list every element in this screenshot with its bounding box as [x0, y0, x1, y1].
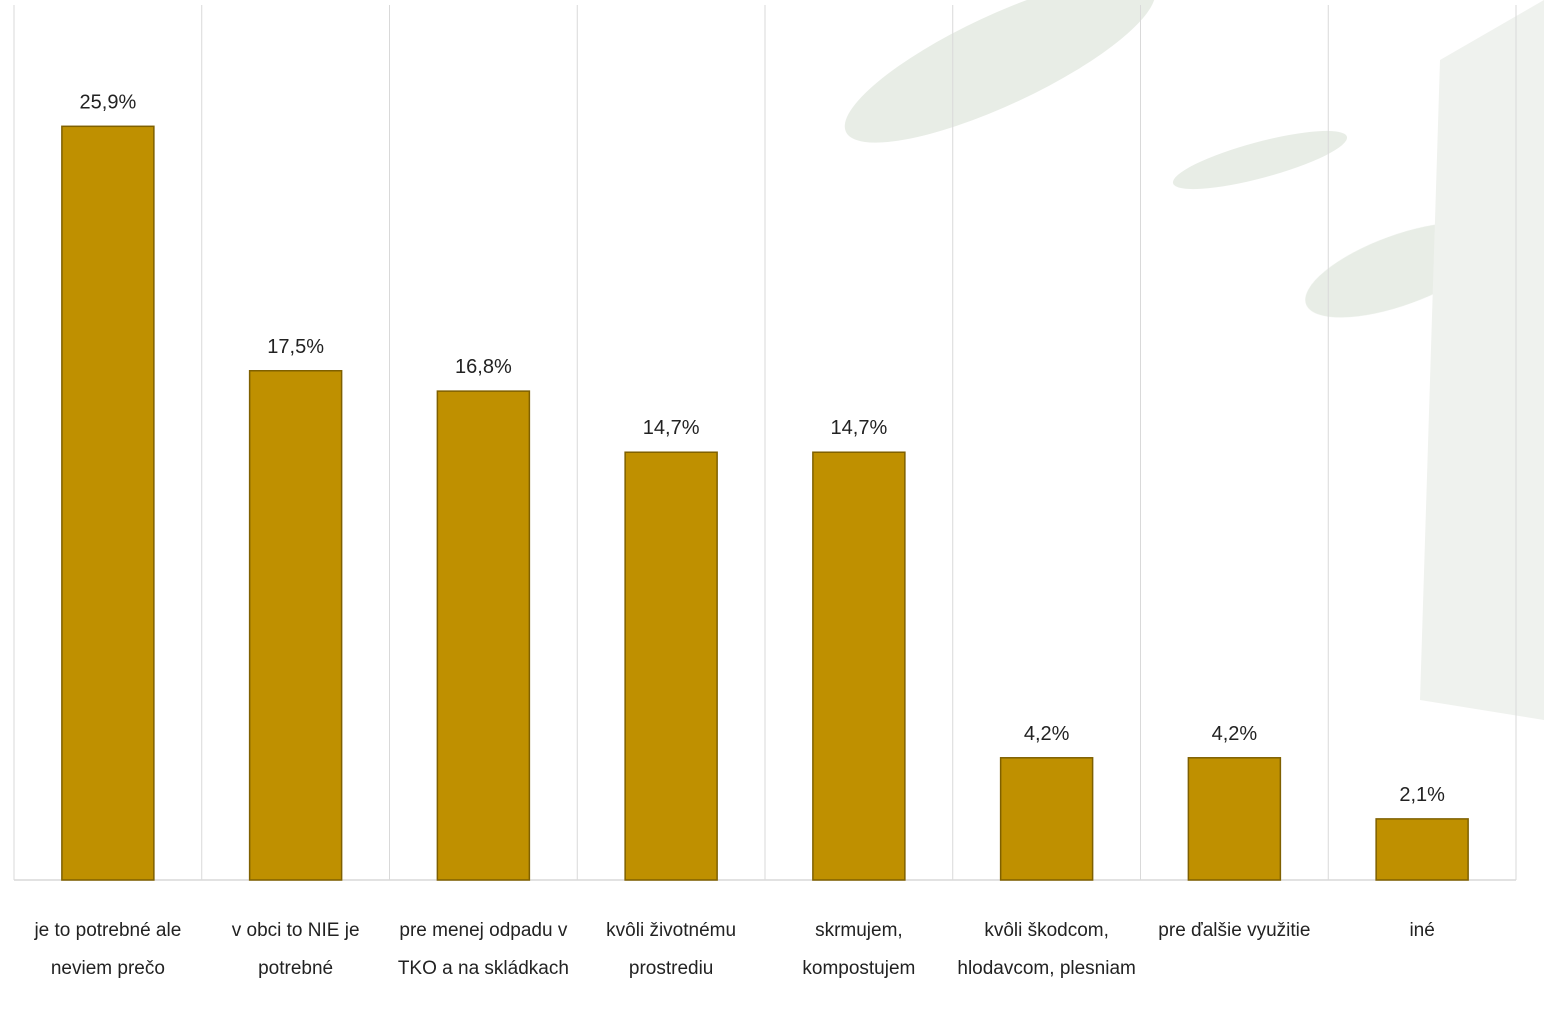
x-tick-label: kvôli životnému prostrediu: [606, 920, 737, 979]
bar: [61, 125, 155, 881]
value-label: 17,5%: [267, 336, 324, 358]
x-tick-label: pre menej odpadu v TKO a na skládkach: [397, 920, 569, 979]
bar: [1187, 757, 1282, 881]
value-label: 14,7%: [643, 417, 700, 439]
x-tick-label: v obci to NIE je potrebné: [231, 920, 360, 979]
value-label: 25,9%: [80, 91, 137, 113]
x-tick-label: iné: [1409, 920, 1435, 941]
background-decoration: [844, 0, 1544, 720]
bar: [1375, 818, 1469, 881]
bar: [436, 390, 531, 881]
value-label: 4,2%: [1212, 723, 1258, 745]
x-tick-label: pre ďalšie využitie: [1158, 920, 1311, 941]
bar: [999, 757, 1094, 881]
x-tick-label: skrmujem, kompostujem: [802, 920, 916, 979]
value-label: 14,7%: [831, 417, 888, 439]
value-label: 4,2%: [1024, 723, 1070, 745]
bar: [624, 451, 718, 881]
value-label: 16,8%: [455, 356, 512, 378]
x-tick-label: kvôli škodcom, hlodavcom, plesniam: [957, 920, 1136, 979]
bar: [248, 370, 343, 881]
value-label: 2,1%: [1399, 784, 1445, 806]
bar: [812, 451, 906, 881]
x-tick-label: je to potrebné ale neviem prečo: [34, 920, 182, 979]
